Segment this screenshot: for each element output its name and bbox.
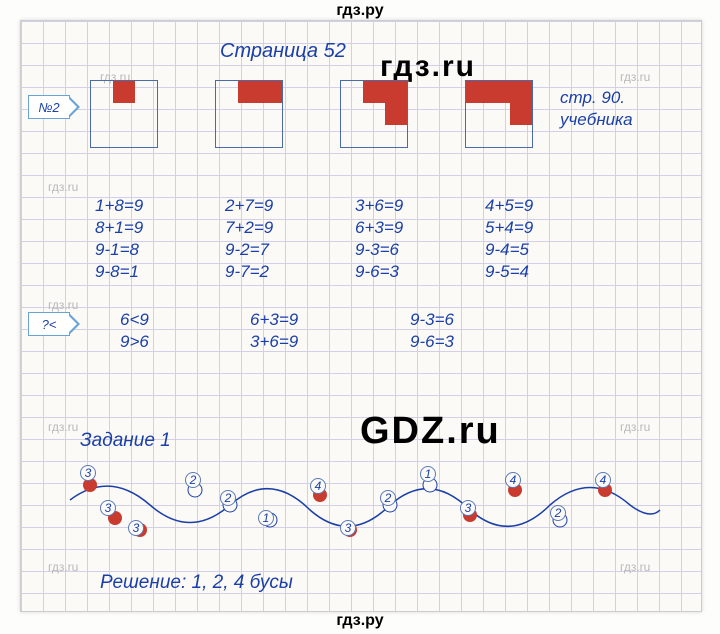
eq: 6+3=9 xyxy=(355,218,475,240)
eq: 5+4=9 xyxy=(485,218,605,240)
eq: 9-6=3 xyxy=(355,262,475,284)
bead-label: 4 xyxy=(595,472,611,488)
ineq: 9-6=3 xyxy=(410,332,530,354)
big-watermark: гдз.ru xyxy=(380,50,476,84)
ineq: 6<9 xyxy=(120,310,230,332)
bead-string xyxy=(60,460,670,550)
bead-label: 1 xyxy=(258,510,274,526)
shape-box-4 xyxy=(465,80,533,148)
side-note-1: стр. 90. xyxy=(560,88,625,108)
eq: 7+2=9 xyxy=(225,218,345,240)
bead-label: 2 xyxy=(185,472,201,488)
eq: 9-1=8 xyxy=(95,240,215,262)
ineq: 9>6 xyxy=(120,332,230,354)
bead-label: 2 xyxy=(550,505,566,521)
bead-label: 3 xyxy=(460,500,476,516)
eq: 9-7=2 xyxy=(225,262,345,284)
small-watermark: гдз.ru xyxy=(620,560,650,574)
ineq: 6+3=9 xyxy=(250,310,390,332)
small-watermark: гдз.ru xyxy=(48,298,78,312)
eq: 3+6=9 xyxy=(355,196,475,218)
bead-label: 3 xyxy=(80,465,96,481)
eq: 4+5=9 xyxy=(485,196,605,218)
bead-label: 4 xyxy=(310,478,326,494)
bottom-watermark: гдз.ру xyxy=(336,612,383,630)
eq: 1+8=9 xyxy=(95,196,215,218)
shape-box-2 xyxy=(215,80,283,148)
solution-text: Решение: 1, 2, 4 бусы xyxy=(100,572,293,594)
task-marker-compare: ?< xyxy=(28,312,70,336)
task-marker-2: №2 xyxy=(28,95,70,119)
shape-box-1 xyxy=(90,80,158,148)
side-note-2: учебника xyxy=(560,110,633,130)
bead-label: 3 xyxy=(100,500,116,516)
eq: 9-4=5 xyxy=(485,240,605,262)
small-watermark: гдз.ru xyxy=(620,70,650,84)
bead-label: 2 xyxy=(220,490,236,506)
ineq: 3+6=9 xyxy=(250,332,390,354)
eq: 2+7=9 xyxy=(225,196,345,218)
task1-title: Задание 1 xyxy=(80,430,171,452)
small-watermark: гдз.ru xyxy=(620,420,650,434)
bead-label: 2 xyxy=(380,490,396,506)
eq: 9-5=4 xyxy=(485,262,605,284)
eq: 9-8=1 xyxy=(95,262,215,284)
big-watermark: GDZ.ru xyxy=(360,410,501,453)
page-title: Страница 52 xyxy=(220,40,346,63)
bead-label: 4 xyxy=(505,472,521,488)
small-watermark: гдз.ru xyxy=(48,560,78,574)
inequalities-grid: 6<9 6+3=9 9-3=6 9>6 3+6=9 9-6=3 xyxy=(120,310,530,354)
shape-box-3 xyxy=(340,80,408,148)
eq: 8+1=9 xyxy=(95,218,215,240)
bead-label: 3 xyxy=(128,520,144,536)
small-watermark: гдз.ru xyxy=(48,180,78,194)
eq: 9-3=6 xyxy=(355,240,475,262)
small-watermark: гдз.ru xyxy=(48,420,78,434)
ineq: 9-3=6 xyxy=(410,310,530,332)
top-watermark: гдз.ру xyxy=(336,2,383,20)
eq: 9-2=7 xyxy=(225,240,345,262)
equations-grid: 1+8=9 2+7=9 3+6=9 4+5=9 8+1=9 7+2=9 6+3=… xyxy=(95,196,605,284)
bead-label: 3 xyxy=(340,520,356,536)
bead-label: 1 xyxy=(420,466,436,482)
